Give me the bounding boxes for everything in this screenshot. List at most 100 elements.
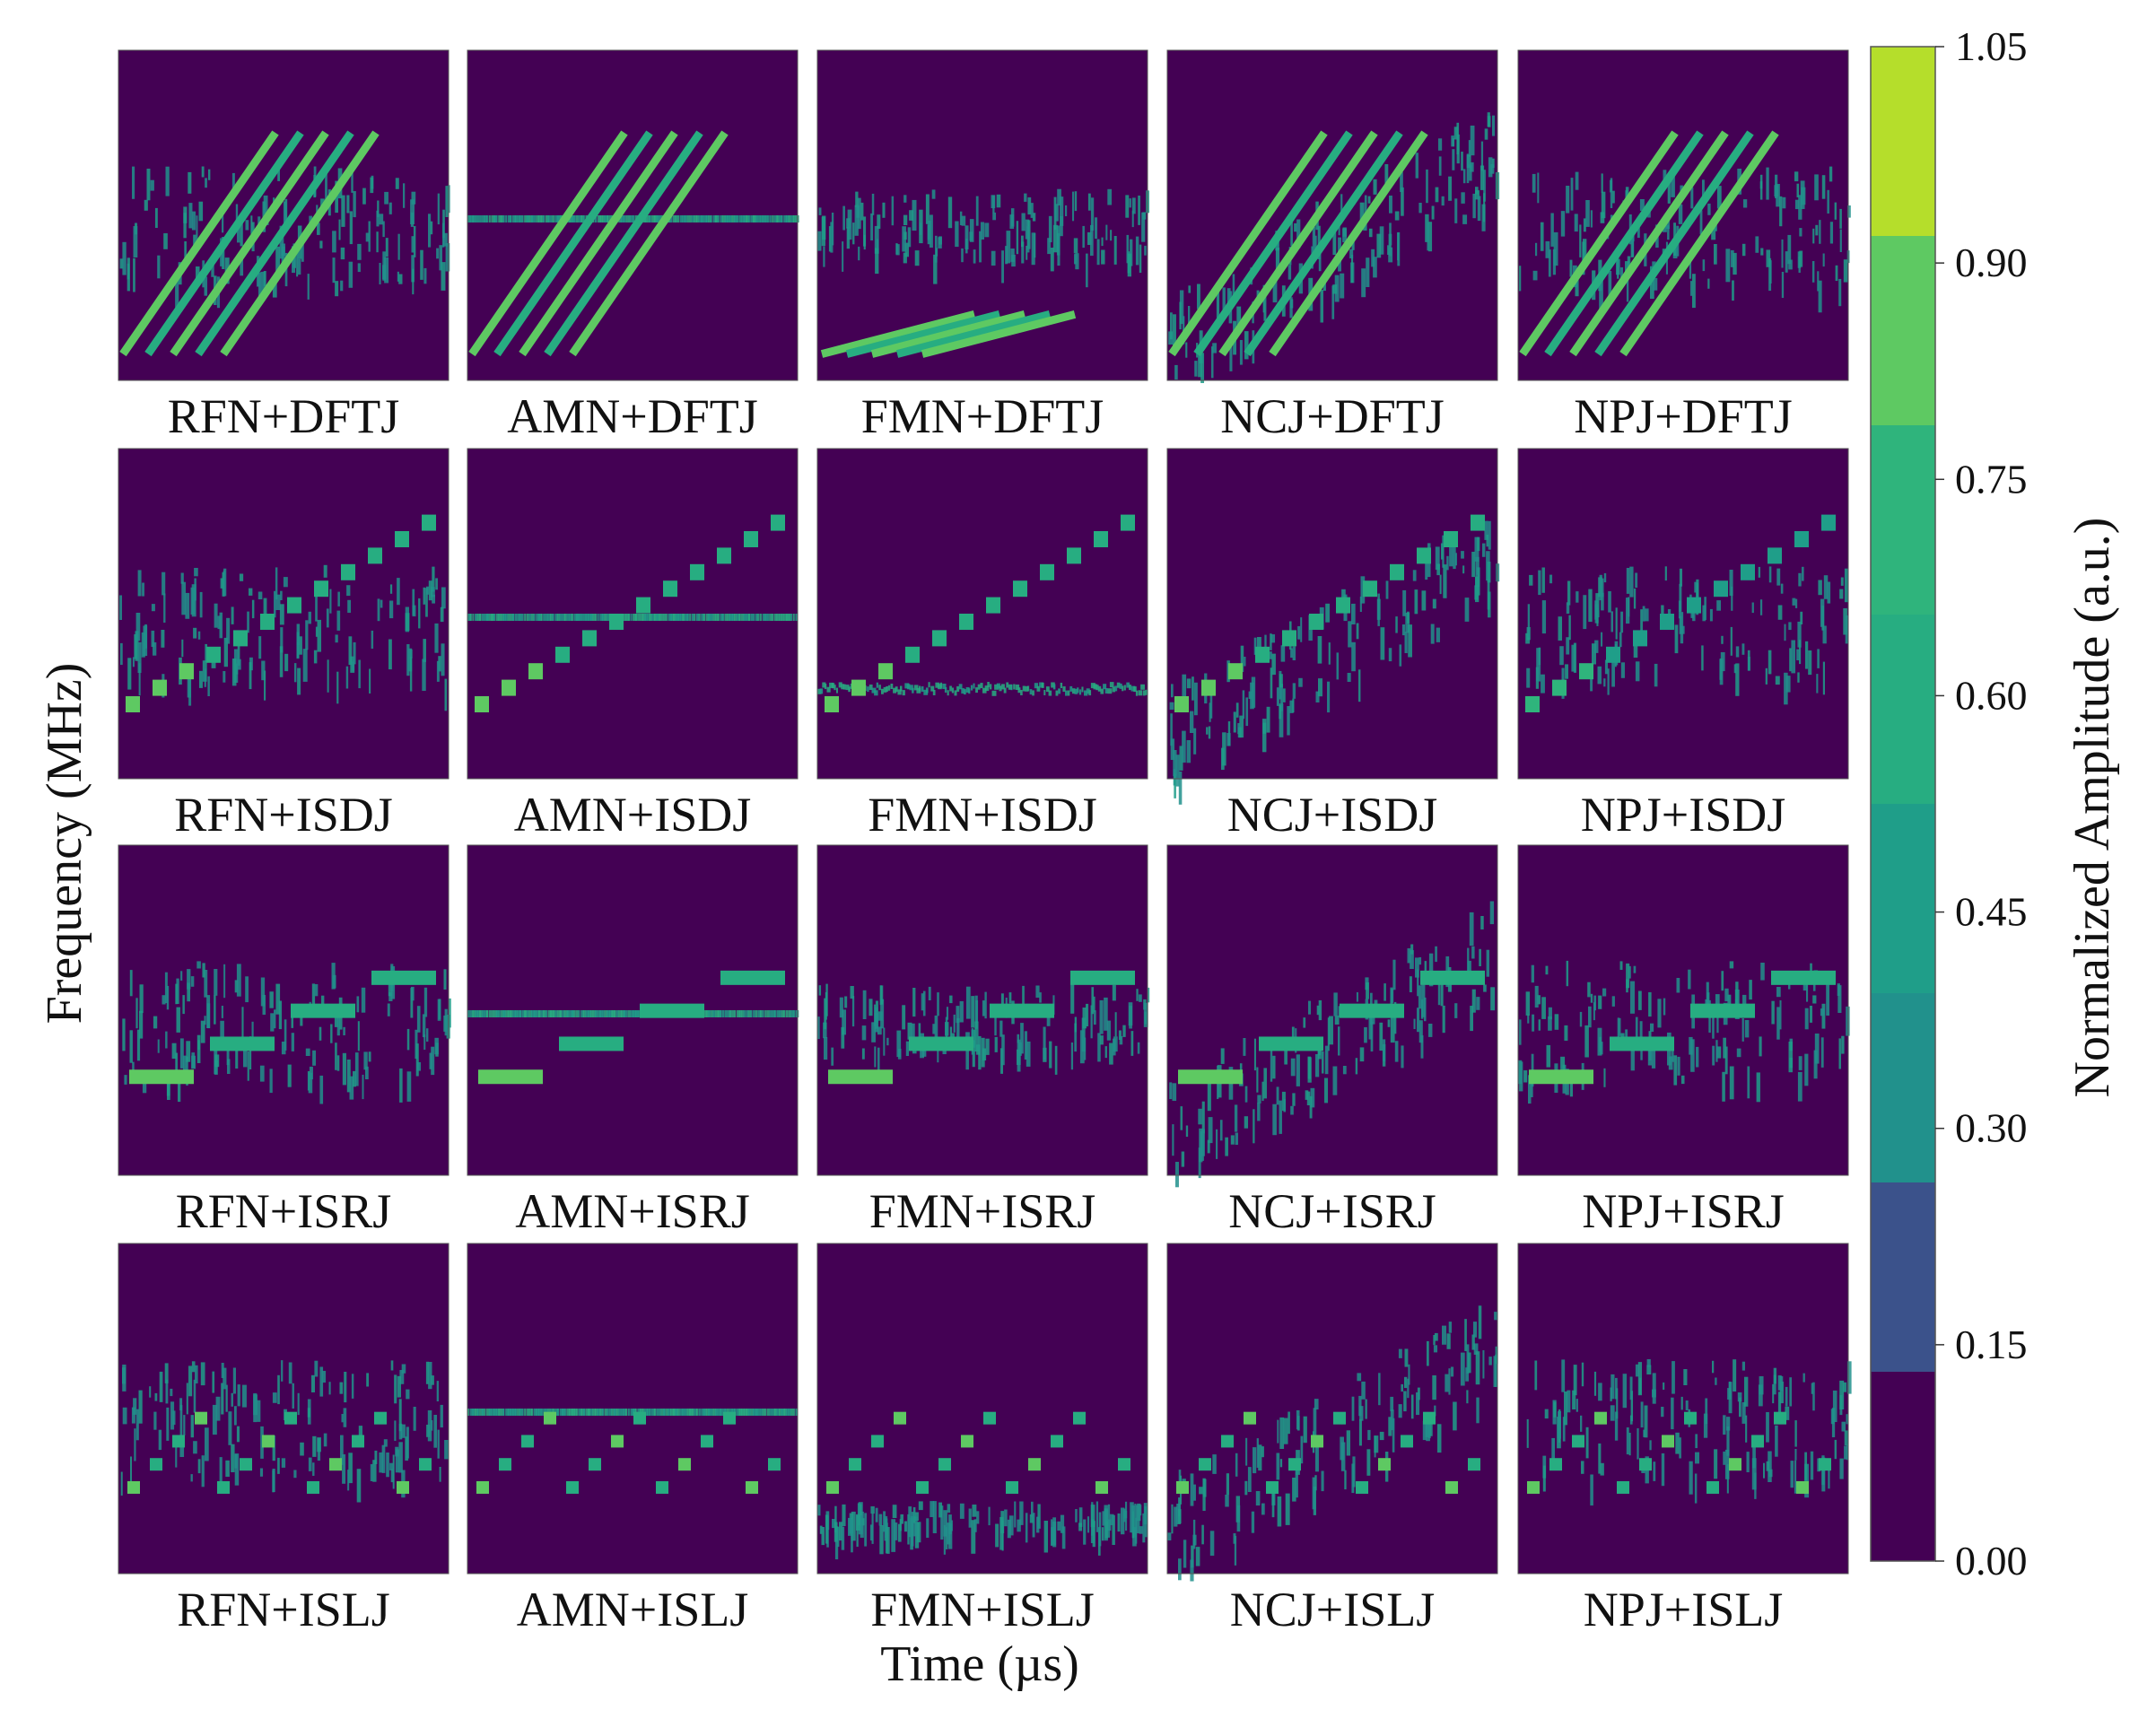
noise-mark: [1495, 1346, 1498, 1365]
noise-mark: [363, 1051, 368, 1070]
noise-mark: [922, 990, 926, 1016]
noise-mark: [1294, 222, 1297, 232]
noise-mark: [1394, 211, 1400, 221]
noise-mark: [738, 614, 741, 621]
noise-mark: [181, 639, 184, 658]
noise-mark: [764, 1409, 767, 1416]
noise-mark: [1185, 1125, 1189, 1137]
noise-mark: [1590, 210, 1593, 228]
noise-mark: [575, 1409, 579, 1416]
noise-mark: [977, 684, 981, 690]
noise-mark: [1590, 669, 1593, 692]
noise-mark: [747, 215, 751, 222]
isrj-segment: [1529, 1069, 1593, 1085]
isrj-segment: [909, 1036, 973, 1051]
noise-mark: [1643, 1429, 1645, 1437]
noise-mark: [1272, 276, 1278, 303]
noise-mark: [1284, 1044, 1287, 1065]
noise-mark: [284, 653, 289, 672]
noise-mark: [432, 566, 435, 592]
colorbar-band: [1871, 615, 1935, 804]
noise-mark: [1635, 572, 1638, 588]
noise-mark: [753, 215, 757, 222]
noise-mark: [1812, 995, 1817, 1004]
spectrogram-panel: RFN+ISRJ: [118, 844, 451, 1238]
noise-mark: [305, 1048, 310, 1056]
noise-mark: [1726, 1417, 1731, 1431]
noise-mark: [1119, 683, 1122, 689]
noise-mark: [398, 274, 403, 284]
noise-mark: [817, 1016, 820, 1040]
noise-mark: [1452, 149, 1455, 170]
noise-mark: [531, 215, 534, 222]
noise-mark: [397, 233, 400, 260]
noise-mark: [469, 1409, 474, 1416]
noise-mark: [1370, 1013, 1375, 1025]
noise-mark: [927, 224, 930, 240]
noise-mark: [1674, 624, 1679, 654]
noise-mark: [573, 215, 576, 222]
noise-mark: [1313, 1408, 1317, 1437]
noise-mark: [332, 257, 336, 284]
noise-mark: [214, 1054, 220, 1068]
noise-mark: [196, 961, 201, 969]
noise-mark: [1327, 1017, 1330, 1051]
noise-mark: [219, 612, 223, 639]
noise-mark: [517, 1409, 521, 1416]
isdj-slice: [126, 696, 140, 712]
noise-mark: [1846, 1414, 1849, 1425]
noise-mark: [1239, 340, 1243, 365]
noise-mark: [1646, 1359, 1651, 1367]
noise-mark: [1065, 205, 1068, 216]
noise-mark: [1797, 672, 1800, 683]
noise-mark: [467, 1409, 470, 1416]
panel-background: [1167, 50, 1497, 380]
panel-background: [1518, 50, 1848, 380]
noise-mark: [1017, 1034, 1020, 1043]
noise-mark: [759, 215, 764, 222]
spectrogram-panel: NPJ+ISRJ: [1517, 844, 1850, 1238]
noise-mark: [776, 1010, 780, 1017]
colorbar-tick-label: 0.45: [1955, 889, 2028, 935]
noise-mark: [1276, 1086, 1279, 1105]
noise-mark: [1418, 957, 1422, 965]
noise-mark: [536, 614, 540, 621]
noise-mark: [1271, 1487, 1275, 1518]
noise-mark: [491, 215, 495, 222]
noise-mark: [1054, 204, 1059, 222]
spectrogram-panel: AMN+DFTJ: [467, 49, 799, 443]
noise-mark: [335, 634, 338, 643]
noise-mark: [1466, 1390, 1469, 1404]
noise-mark: [427, 1410, 432, 1442]
noise-mark: [1201, 1101, 1205, 1134]
noise-mark: [1201, 1524, 1204, 1545]
noise-mark: [1724, 1449, 1730, 1479]
dftj-stripe: [468, 130, 628, 357]
panel-background: [1167, 1243, 1497, 1574]
noise-mark: [1367, 196, 1371, 204]
noise-mark: [1261, 1446, 1264, 1458]
noise-mark: [1828, 1458, 1830, 1489]
noise-mark: [971, 1520, 976, 1554]
noise-mark: [354, 1052, 359, 1086]
noise-mark: [348, 636, 353, 665]
noise-mark: [1431, 205, 1435, 220]
noise-mark: [1091, 987, 1095, 1015]
noise-mark: [281, 246, 285, 266]
isrj-segment: [1420, 970, 1485, 985]
noise-mark: [507, 1409, 511, 1416]
noise-mark: [979, 231, 982, 263]
noise-mark: [1358, 669, 1361, 702]
noise-mark: [540, 1409, 544, 1416]
noise-mark: [1001, 1034, 1005, 1066]
noise-mark: [913, 1516, 918, 1537]
noise-mark: [1438, 156, 1442, 176]
islj-chip: [262, 1435, 275, 1448]
noise-mark: [275, 246, 280, 274]
noise-mark: [137, 570, 142, 597]
panel-frame: [816, 844, 1148, 1176]
noise-mark: [582, 614, 587, 621]
noise-mark: [1759, 1036, 1762, 1057]
noise-mark: [1820, 598, 1825, 627]
noise-mark: [1285, 1493, 1290, 1525]
